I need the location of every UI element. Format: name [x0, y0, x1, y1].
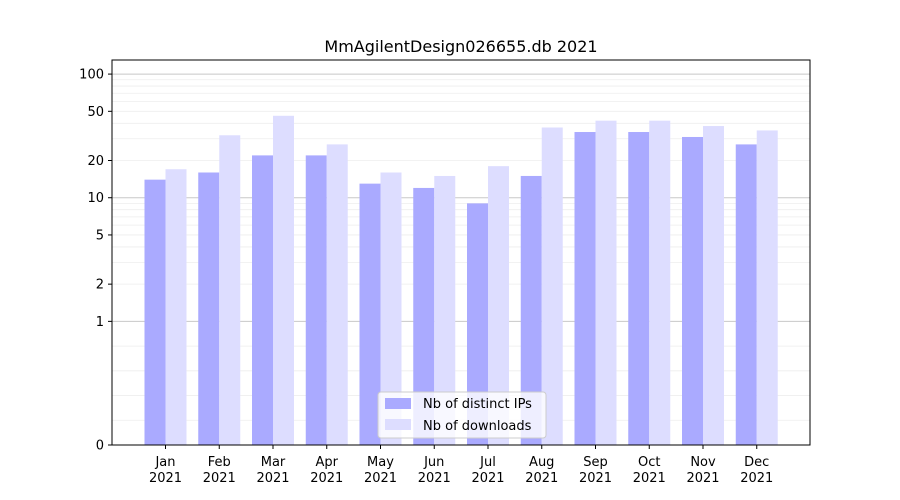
x-tick-label-year: 2021 [579, 471, 612, 486]
y-tick-label: 5 [96, 228, 104, 243]
bar-distinct-ips [628, 132, 650, 446]
bar-downloads [703, 126, 724, 445]
bar-downloads [219, 135, 241, 445]
bar-downloads [380, 172, 402, 446]
y-tick-label: 2 [96, 278, 104, 293]
bar-distinct-ips [467, 203, 488, 445]
y-tick-label: 1 [96, 315, 104, 330]
bar-distinct-ips [252, 155, 273, 445]
x-tick-label-month: Feb [208, 455, 231, 470]
legend: Nb of distinct IPs Nb of downloads [377, 391, 547, 439]
y-axis: 0 1 2 5 10 20 50 100 [79, 68, 112, 454]
bar-distinct-ips [682, 136, 703, 445]
x-tick-label-month: Dec [744, 455, 769, 470]
bar-downloads [595, 120, 617, 446]
y-tick-label: 10 [87, 191, 104, 206]
x-tick-label-month: Aug [529, 455, 554, 470]
bar-downloads [756, 130, 778, 445]
bar-distinct-ips [198, 172, 220, 446]
legend-label-downloads: Nb of downloads [423, 419, 532, 434]
legend-swatch-distinct-ips [385, 398, 411, 409]
x-tick-label-year: 2021 [149, 471, 182, 486]
bar-distinct-ips [144, 179, 166, 446]
bar-downloads [488, 166, 509, 445]
x-tick-label-month: Jun [423, 455, 444, 470]
x-tick-label-month: Apr [316, 455, 339, 470]
bar-distinct-ips [359, 183, 381, 445]
x-axis: Jan2021Feb2021Mar2021Apr2021May2021Jun20… [149, 445, 773, 486]
legend-box [377, 391, 547, 439]
bar-downloads [273, 115, 294, 446]
x-tick-label-month: Oct [638, 455, 660, 470]
bar-downloads [326, 144, 348, 445]
bar-distinct-ips [574, 132, 596, 446]
x-tick-label-month: Sep [583, 455, 608, 470]
x-tick-label-year: 2021 [686, 471, 719, 486]
plot-frame [111, 59, 811, 446]
bar-distinct-ips [413, 187, 435, 445]
chart-title: MmAgilentDesign026655.db 2021 [324, 37, 597, 56]
y-tick-label: 20 [87, 154, 104, 169]
x-tick-label-year: 2021 [256, 471, 289, 486]
x-tick-label-year: 2021 [364, 471, 397, 486]
x-tick-label-year: 2021 [203, 471, 236, 486]
bar-downloads [649, 120, 671, 446]
x-tick-label-year: 2021 [740, 471, 773, 486]
x-tick-label-year: 2021 [525, 471, 558, 486]
bar-downloads [541, 127, 563, 446]
bar-distinct-ips [305, 155, 327, 445]
bar-downloads [434, 175, 456, 445]
bar-distinct-ips [735, 144, 757, 445]
x-tick-label-month: Jan [154, 455, 175, 470]
x-tick-label-year: 2021 [418, 471, 451, 486]
x-tick-label-year: 2021 [633, 471, 666, 486]
bar-distinct-ips [520, 175, 542, 445]
x-tick-label-month: May [367, 455, 394, 470]
x-tick-label-year: 2021 [471, 471, 504, 486]
y-tick-label: 100 [79, 68, 104, 83]
x-tick-label-month: Nov [690, 455, 716, 470]
x-tick-label-month: Jul [479, 455, 496, 470]
x-tick-label-month: Mar [261, 455, 286, 470]
y-tick-label: 0 [96, 439, 104, 454]
bars [144, 115, 778, 446]
bar-downloads [165, 169, 187, 445]
y-tick-label: 50 [87, 105, 104, 120]
legend-swatch-downloads [385, 419, 411, 430]
x-tick-label-year: 2021 [310, 471, 343, 486]
legend-label-distinct-ips: Nb of distinct IPs [423, 397, 532, 412]
